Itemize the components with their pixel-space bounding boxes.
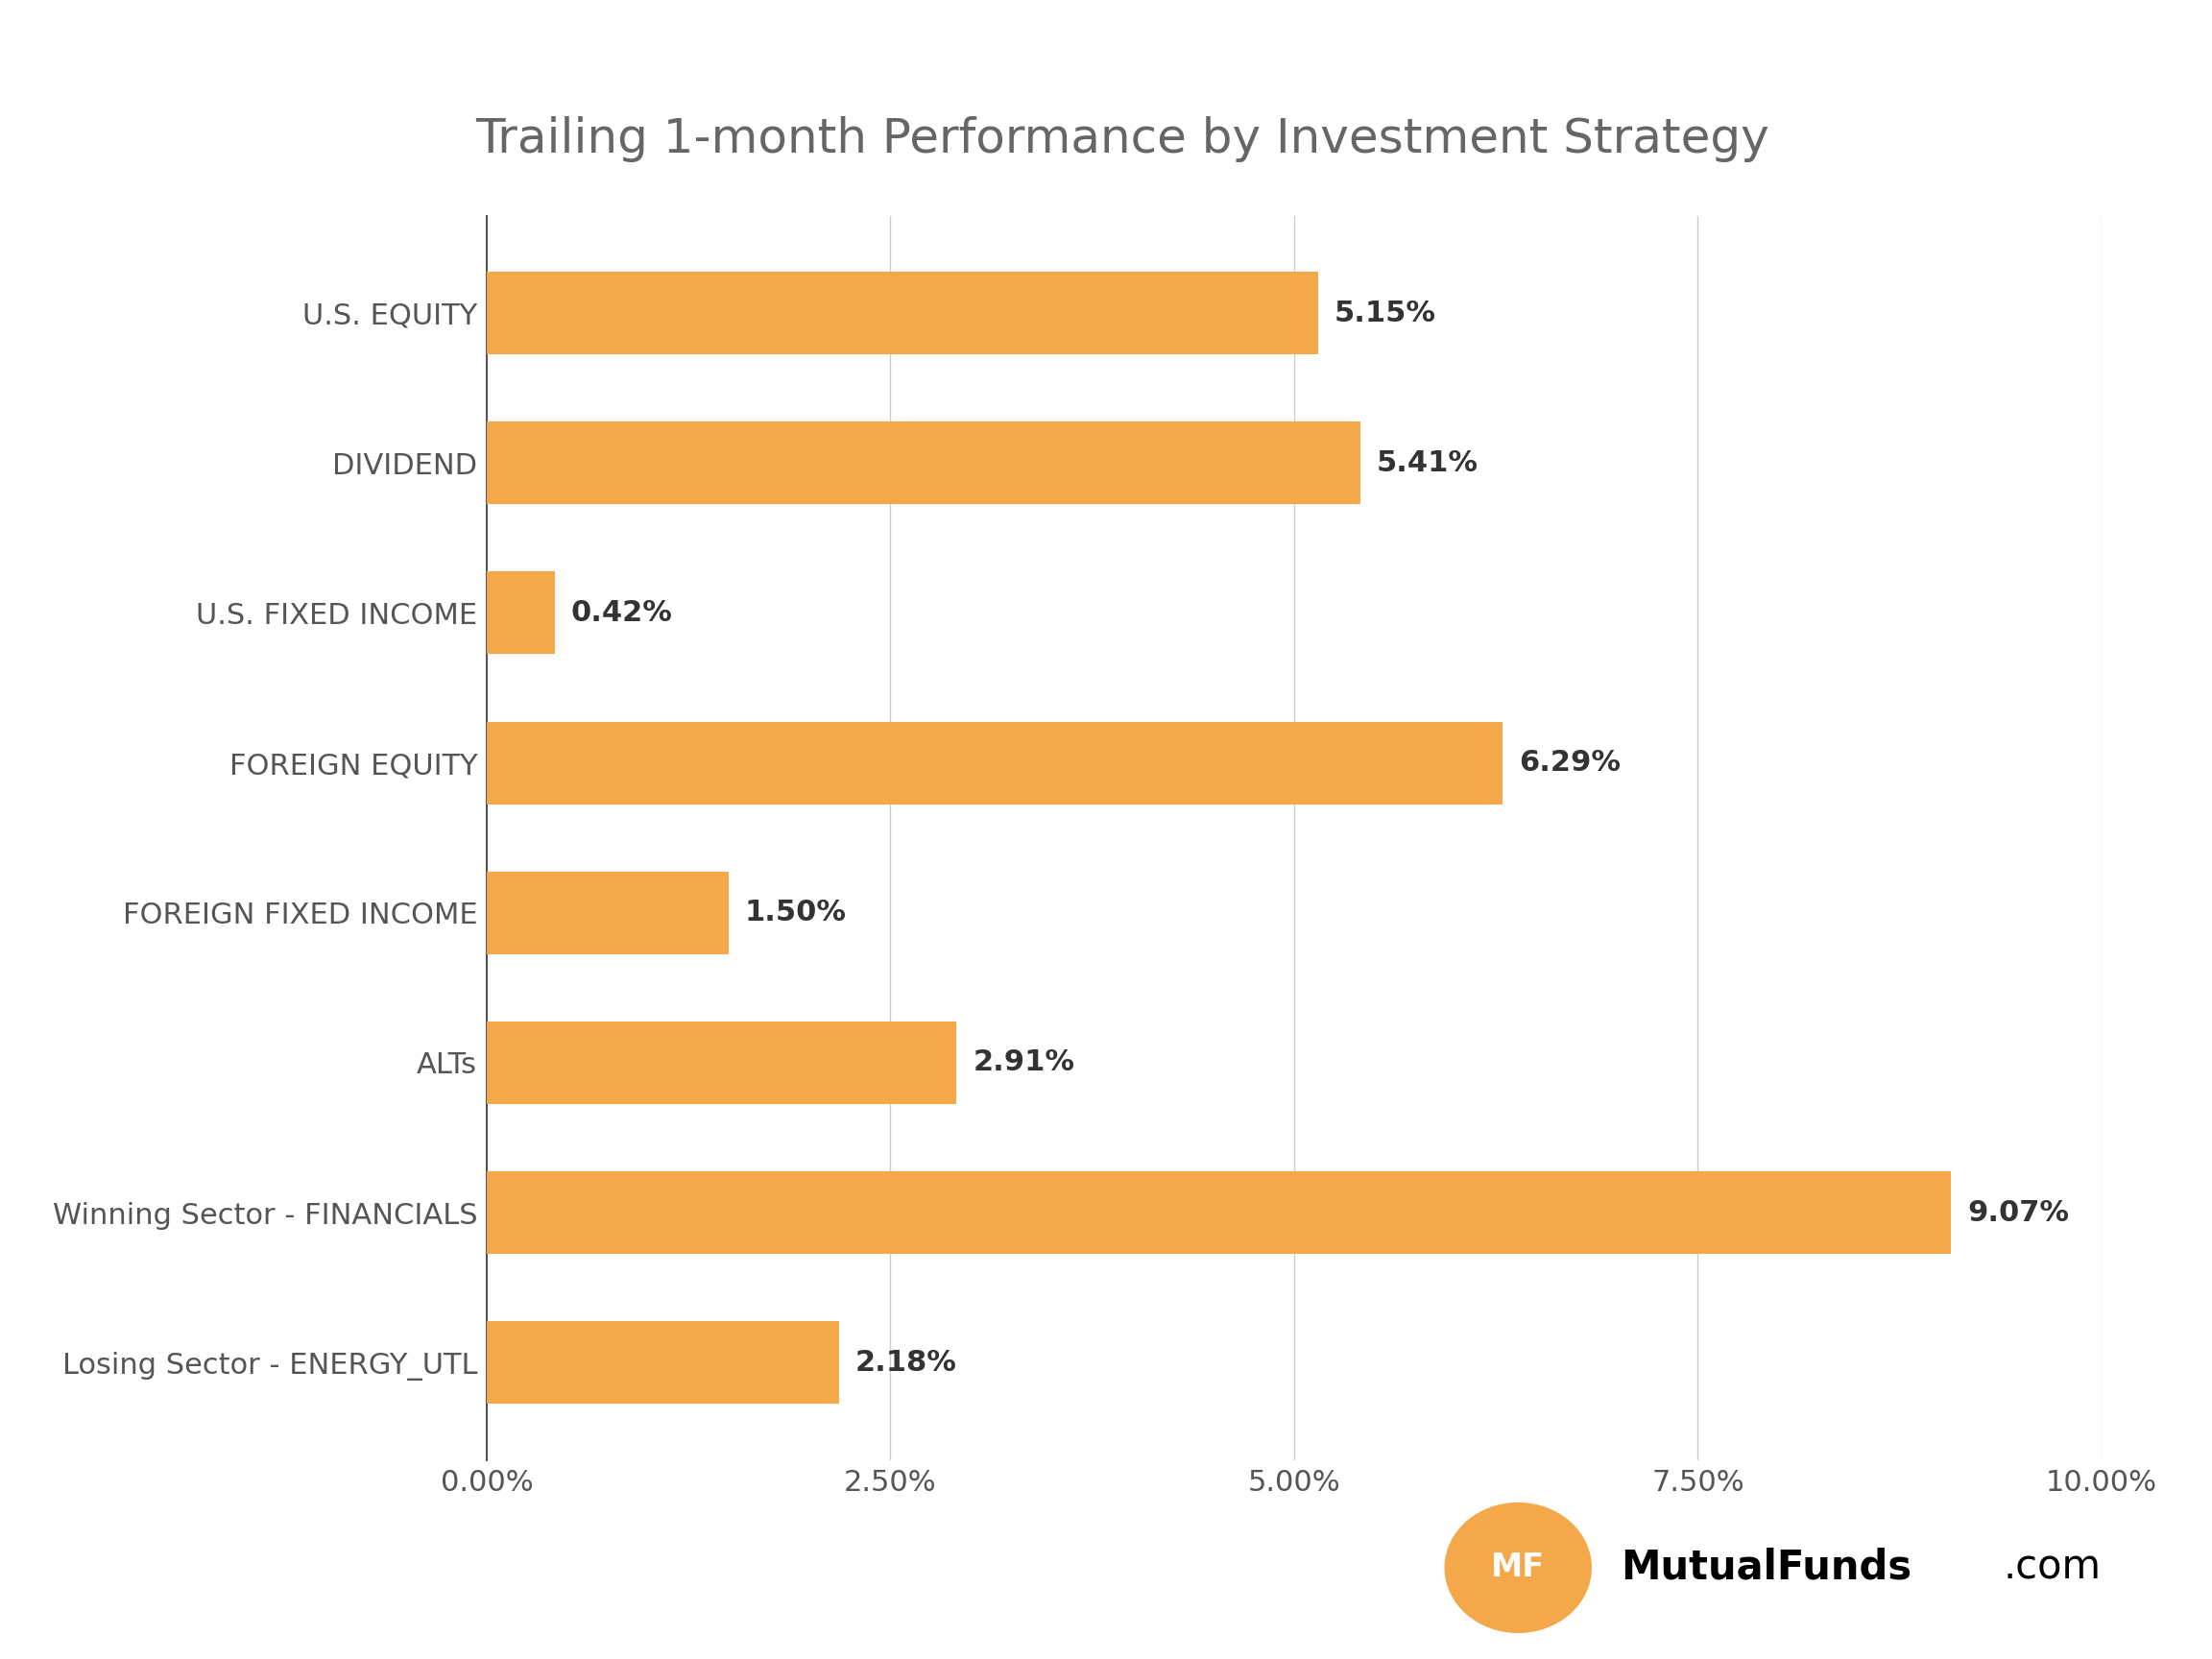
Bar [487,871,728,954]
Text: 1.50%: 1.50% [745,899,847,927]
Text: 6.29%: 6.29% [1517,748,1619,776]
Bar [487,1171,1951,1254]
Text: Trailing 1-month Performance by Investment Strategy: Trailing 1-month Performance by Investme… [476,116,1770,163]
Text: 2.18%: 2.18% [854,1349,956,1377]
Bar [487,272,1318,355]
Bar [487,1321,838,1404]
Text: MutualFunds: MutualFunds [1619,1548,1911,1588]
Bar [487,1022,956,1103]
Text: 9.07%: 9.07% [1966,1199,2068,1226]
Text: 0.42%: 0.42% [571,599,672,627]
Text: MF: MF [1491,1551,1544,1584]
Bar [487,572,555,654]
Text: 5.41%: 5.41% [1376,450,1478,476]
Bar [487,421,1360,504]
Bar [487,722,1502,805]
Text: 2.91%: 2.91% [973,1048,1075,1077]
Text: 5.15%: 5.15% [1334,299,1436,327]
Text: .com: .com [2004,1548,2101,1588]
Ellipse shape [1444,1503,1590,1632]
